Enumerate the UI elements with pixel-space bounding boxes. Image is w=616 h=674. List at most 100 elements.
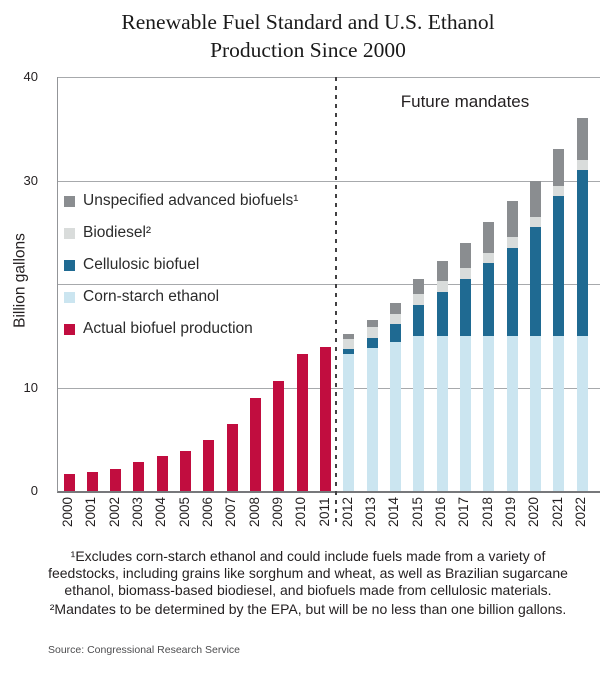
x-tick-2019: 2019: [503, 496, 519, 528]
bar-2013-corn-starch-ethanol: [366, 348, 378, 491]
gridline-30: [58, 180, 600, 182]
y-tick-0: 0: [30, 483, 38, 498]
legend-item-cellulosic-biofuel: Cellulosic biofuel: [64, 249, 298, 281]
bar-2022-corn-starch-ethanol: [576, 335, 588, 491]
legend-swatch-cellulosic-biofuel: [64, 259, 75, 271]
bar-2021-unspecified-advanced-biofuels: [553, 149, 565, 186]
legend-item-corn-starch-ethanol: Corn-starch ethanol: [64, 281, 298, 313]
x-tick-2021: 2021: [549, 496, 565, 528]
x-tick-2005: 2005: [176, 496, 192, 528]
x-tick-2003: 2003: [129, 496, 145, 528]
x-tick-2012: 2012: [339, 496, 355, 528]
bar-2020-corn-starch-ethanol: [529, 335, 541, 491]
bar-2018-cellulosic-biofuel: [483, 263, 495, 336]
legend-label: Biodiesel²: [83, 224, 152, 241]
legend-item-actual-biofuel-production: Actual biofuel production: [64, 313, 298, 345]
bar-2004-actual-biofuel-production: [156, 455, 168, 491]
bar-2019-unspecified-advanced-biofuels: [506, 201, 518, 238]
bar-2018-unspecified-advanced-biofuels: [483, 221, 495, 253]
bar-2022-biodiesel: [576, 159, 588, 171]
bar-2013-biodiesel: [366, 327, 378, 338]
bar-2022-cellulosic-biofuel: [576, 170, 588, 336]
bar-2013-unspecified-advanced-biofuels: [366, 319, 378, 328]
bar-2002-actual-biofuel-production: [110, 469, 122, 491]
bar-2021-cellulosic-biofuel: [553, 196, 565, 336]
bar-2015-biodiesel: [413, 294, 425, 305]
future-mandates-label: Future mandates: [400, 92, 530, 111]
bar-2018-corn-starch-ethanol: [483, 335, 495, 491]
bar-2017-cellulosic-biofuel: [459, 278, 471, 336]
bar-2010-actual-biofuel-production: [296, 354, 308, 491]
footnotes: ¹Excludes corn-starch ethanol and could …: [0, 548, 616, 618]
bar-2019-biodiesel: [506, 237, 518, 248]
chart-title-line2: Production Since 2000: [210, 38, 406, 62]
bar-2008-actual-biofuel-production: [250, 397, 262, 491]
footnote-1-line2: feedstocks, including grains like sorghu…: [48, 565, 568, 581]
legend-label: Unspecified advanced biofuels¹: [83, 192, 299, 209]
bar-2014-biodiesel: [389, 313, 401, 324]
bar-2014-corn-starch-ethanol: [389, 341, 401, 491]
bar-2017-corn-starch-ethanol: [459, 335, 471, 491]
x-tick-2022: 2022: [573, 496, 588, 528]
bar-2012-unspecified-advanced-biofuels: [343, 333, 355, 339]
x-tick-2002: 2002: [106, 496, 122, 528]
bar-2013-cellulosic-biofuel: [366, 337, 378, 349]
footnote-1-line3: ethanol, biomass-based biodiesel, and bi…: [64, 582, 552, 598]
legend-swatch-corn-starch-ethanol: [64, 291, 75, 303]
bar-2009-actual-biofuel-production: [273, 381, 285, 491]
x-tick-2004: 2004: [153, 496, 169, 528]
bar-2016-unspecified-advanced-biofuels: [436, 260, 448, 282]
bar-2020-biodiesel: [529, 216, 541, 228]
x-tick-2013: 2013: [363, 496, 379, 528]
future-divider-line: [335, 77, 338, 522]
bar-2015-unspecified-advanced-biofuels: [413, 278, 425, 295]
legend-item-biodiesel-: Biodiesel²: [64, 217, 298, 249]
bar-2020-cellulosic-biofuel: [529, 227, 541, 336]
x-tick-2015: 2015: [409, 496, 425, 528]
x-tick-2017: 2017: [456, 496, 472, 528]
legend-swatch-actual-biofuel-production: [64, 323, 75, 335]
bar-2000-actual-biofuel-production: [63, 474, 75, 491]
x-tick-2014: 2014: [386, 496, 402, 528]
bar-2016-cellulosic-biofuel: [436, 291, 448, 336]
x-tick-2009: 2009: [269, 496, 285, 528]
legend-swatch-unspecified-advanced-biofuels-: [64, 195, 75, 207]
y-tick-10: 10: [23, 379, 38, 395]
bar-2011-actual-biofuel-production: [320, 347, 331, 491]
legend-item-unspecified-advanced-biofuels-: Unspecified advanced biofuels¹: [64, 185, 298, 217]
gridline-20: [58, 284, 600, 285]
bar-2022-unspecified-advanced-biofuels: [576, 118, 588, 160]
x-tick-2007: 2007: [223, 496, 239, 528]
legend-swatch-biodiesel-: [64, 227, 75, 239]
bar-2017-biodiesel: [459, 268, 471, 279]
bar-2005-actual-biofuel-production: [180, 450, 192, 491]
plot-area: [57, 77, 600, 493]
x-tick-2008: 2008: [246, 496, 262, 528]
bar-2006-actual-biofuel-production: [203, 440, 215, 491]
bar-2021-biodiesel: [553, 185, 565, 197]
bar-2018-biodiesel: [483, 252, 495, 264]
x-tick-2020: 2020: [526, 496, 542, 528]
footnote-2: ²Mandates to be determined by the EPA, b…: [49, 601, 567, 617]
legend: Unspecified advanced biofuels¹ Biodiesel²…: [64, 185, 298, 345]
bar-2019-corn-starch-ethanol: [506, 335, 518, 491]
legend-label: Actual biofuel production: [83, 320, 253, 337]
y-tick-40: 40: [23, 69, 38, 84]
bar-2001-actual-biofuel-production: [86, 472, 98, 491]
chart-title: Renewable Fuel Standard and U.S. Ethanol…: [0, 8, 616, 64]
bar-2017-unspecified-advanced-biofuels: [459, 242, 471, 269]
x-tick-2016: 2016: [433, 496, 449, 528]
chart-title-line1: Renewable Fuel Standard and U.S. Ethanol: [121, 10, 495, 34]
bar-2014-cellulosic-biofuel: [389, 323, 401, 342]
bar-2019-cellulosic-biofuel: [506, 247, 518, 336]
bar-2016-biodiesel: [436, 281, 448, 292]
x-tick-2000: 2000: [60, 496, 75, 528]
bar-2015-cellulosic-biofuel: [413, 304, 425, 336]
bar-2021-corn-starch-ethanol: [553, 335, 565, 491]
gridline-40: [58, 77, 600, 78]
y-axis-title: Billion gallons: [11, 233, 29, 328]
x-tick-2018: 2018: [479, 496, 495, 528]
bar-2007-actual-biofuel-production: [226, 423, 238, 491]
bar-2016-corn-starch-ethanol: [436, 335, 448, 491]
